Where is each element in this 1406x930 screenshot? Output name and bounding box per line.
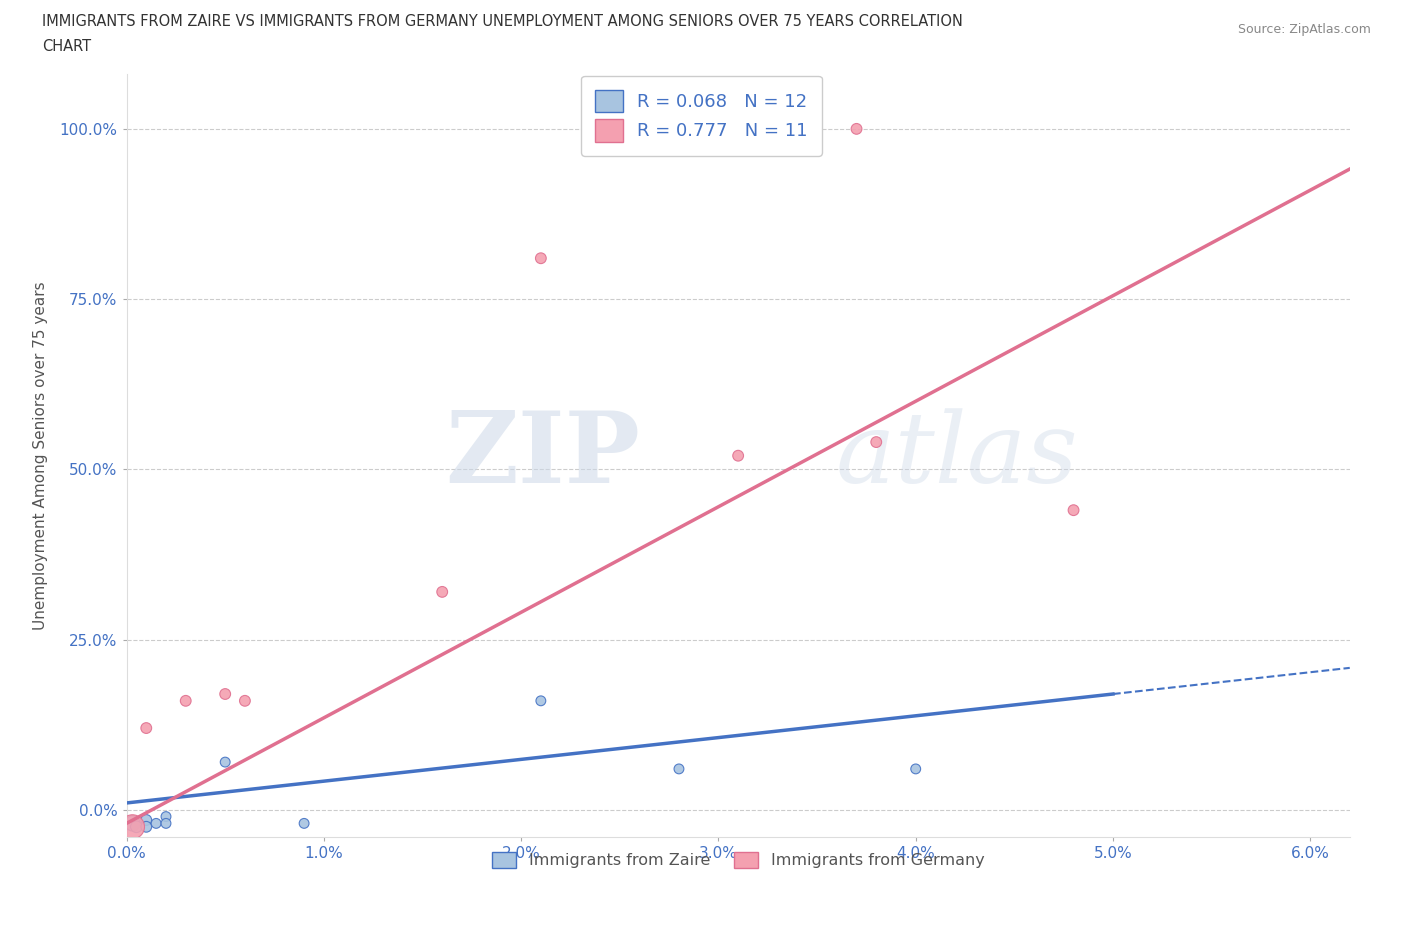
Point bbox=[214, 754, 236, 769]
Point bbox=[865, 434, 887, 449]
Point bbox=[904, 762, 927, 777]
Point bbox=[432, 584, 454, 599]
Point bbox=[121, 819, 143, 834]
Point bbox=[155, 809, 177, 824]
Text: CHART: CHART bbox=[42, 39, 91, 54]
Point bbox=[135, 721, 157, 736]
Point bbox=[845, 122, 868, 137]
Point bbox=[145, 816, 167, 830]
Text: IMMIGRANTS FROM ZAIRE VS IMMIGRANTS FROM GERMANY UNEMPLOYMENT AMONG SENIORS OVER: IMMIGRANTS FROM ZAIRE VS IMMIGRANTS FROM… bbox=[42, 14, 963, 29]
Point bbox=[135, 813, 157, 828]
Text: atlas: atlas bbox=[837, 408, 1078, 503]
Legend: Immigrants from Zaire, Immigrants from Germany: Immigrants from Zaire, Immigrants from G… bbox=[485, 845, 991, 875]
Point bbox=[292, 816, 315, 830]
Point bbox=[135, 819, 157, 834]
Y-axis label: Unemployment Among Seniors over 75 years: Unemployment Among Seniors over 75 years bbox=[34, 282, 48, 630]
Point bbox=[1063, 503, 1085, 518]
Point bbox=[727, 448, 749, 463]
Point bbox=[125, 819, 148, 834]
Point bbox=[233, 694, 256, 709]
Point bbox=[668, 762, 690, 777]
Point bbox=[155, 816, 177, 830]
Text: Source: ZipAtlas.com: Source: ZipAtlas.com bbox=[1237, 23, 1371, 36]
Text: ZIP: ZIP bbox=[446, 407, 640, 504]
Point bbox=[530, 251, 553, 266]
Point bbox=[174, 694, 197, 709]
Point bbox=[530, 694, 553, 709]
Point bbox=[121, 816, 143, 830]
Point bbox=[214, 686, 236, 701]
